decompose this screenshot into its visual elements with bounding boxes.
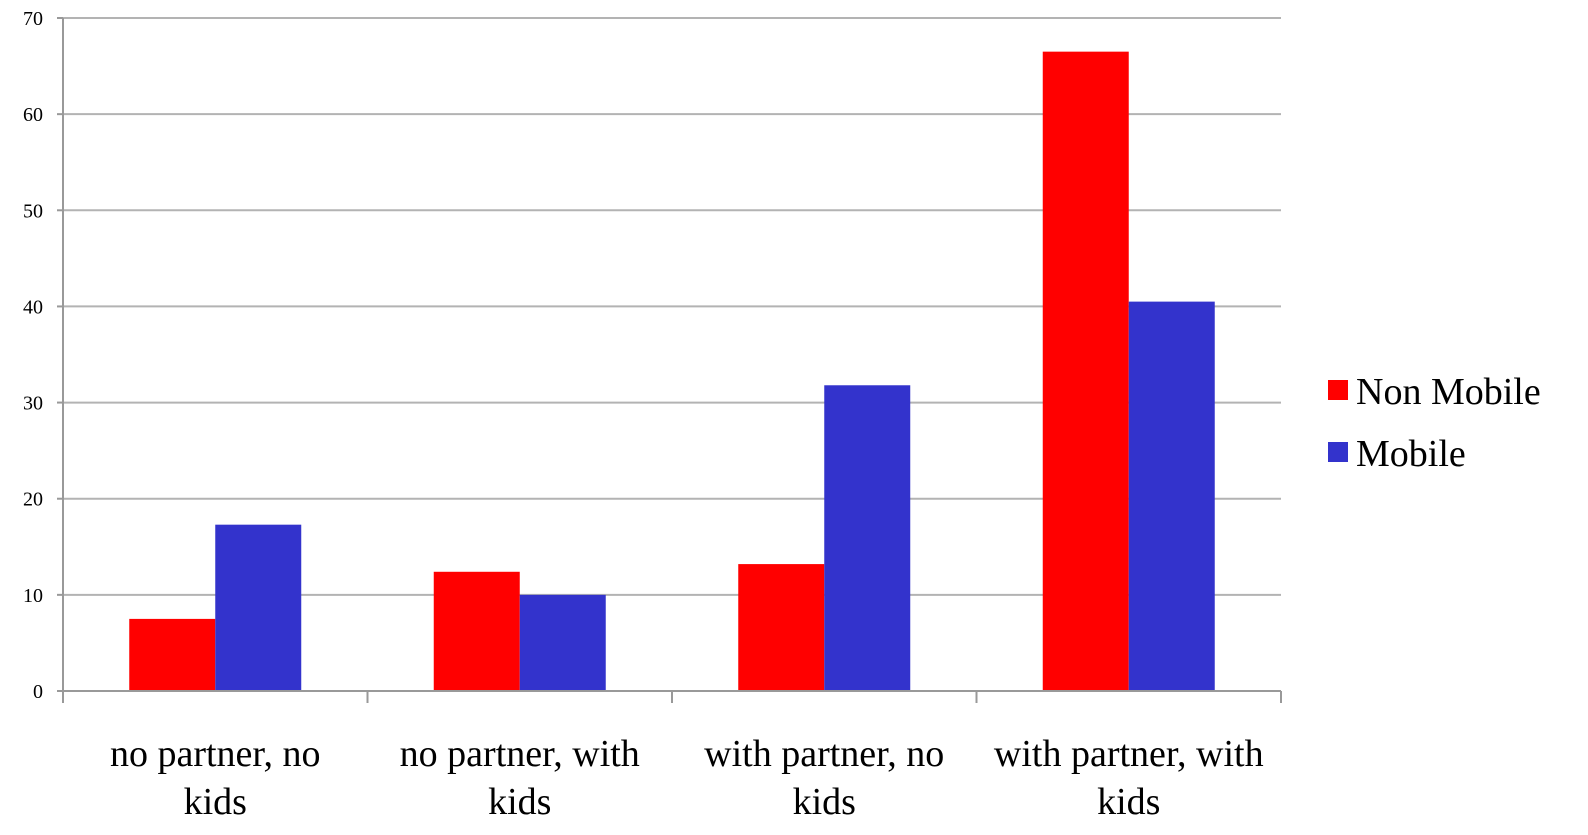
y-tick-label: 10	[23, 585, 43, 607]
x-tick-label: kids	[1097, 781, 1160, 823]
legend-label: Non Mobile	[1356, 371, 1541, 413]
gridlines	[63, 17, 1281, 596]
legend-swatch	[1328, 442, 1348, 462]
y-tick-label: 40	[23, 296, 43, 318]
x-tick-label: with partner, with	[994, 733, 1264, 775]
bar-mobile	[215, 524, 302, 691]
x-tick-label: with partner, no	[704, 733, 944, 775]
bar-mobile	[519, 594, 606, 691]
bar-non-mobile	[433, 571, 520, 691]
bar-non-mobile	[1042, 51, 1129, 691]
bar-non-mobile	[129, 618, 216, 691]
y-tick-label: 60	[23, 104, 43, 126]
legend-swatch	[1328, 380, 1348, 400]
x-tick-label: kids	[793, 781, 856, 823]
y-tick-label: 70	[23, 8, 43, 30]
y-tick-label: 20	[23, 489, 43, 511]
x-tick-label: no partner, no	[110, 733, 321, 775]
x-tick-label: no partner, with	[400, 733, 640, 775]
y-tick-label: 0	[33, 681, 43, 703]
legend-label: Mobile	[1356, 433, 1466, 475]
bars	[129, 51, 1215, 691]
y-tick-label: 50	[23, 200, 43, 222]
y-tick-label: 30	[23, 393, 43, 415]
x-tick-label: kids	[488, 781, 551, 823]
bar-mobile	[824, 385, 911, 691]
axes: 0 10 20 30 40 50 60 70 no partner, no kids no part…	[23, 8, 1282, 823]
x-tick-label: kids	[184, 781, 247, 823]
bar-mobile	[1128, 301, 1215, 691]
legend: Non Mobile Mobile	[1328, 371, 1541, 475]
bar-non-mobile	[738, 564, 825, 691]
